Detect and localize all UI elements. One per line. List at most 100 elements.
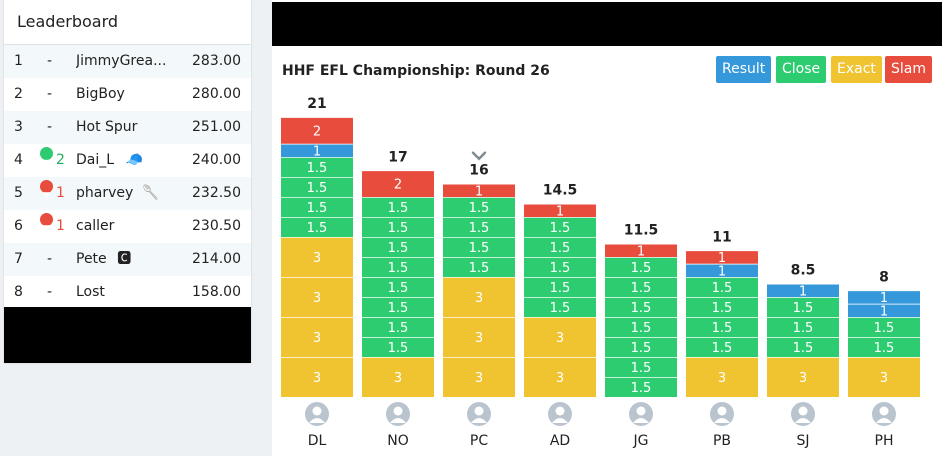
leaderboard-row[interactable]: 7 - Pete 🅲 214.00 <box>4 243 251 276</box>
avatar-body <box>876 418 892 423</box>
bar-segment-close <box>362 317 434 338</box>
player-name: caller <box>76 218 115 234</box>
player-initials: SJ <box>796 433 809 449</box>
segment-value-label: 2 <box>313 124 321 139</box>
bar-segment-exact <box>686 357 758 397</box>
total-label: 11 <box>712 229 731 245</box>
avatar-body <box>309 418 325 423</box>
segment-value-label: 1.5 <box>712 321 733 336</box>
bar-segment-close <box>281 197 353 218</box>
segment-value-label: 1.5 <box>469 221 490 236</box>
bar-segment-slam <box>362 170 434 198</box>
segment-value-label: 1.5 <box>388 221 409 236</box>
segment-value-label: 1.5 <box>550 301 571 316</box>
segment-value-label: 3 <box>799 371 807 386</box>
avatar-body <box>552 418 568 423</box>
bar-segment-close <box>362 277 434 298</box>
leaderboard-row[interactable]: 6 ▼ 1 caller 230.50 <box>4 210 251 243</box>
segment-value-label: 3 <box>556 371 564 386</box>
total-label: 8 <box>879 269 889 285</box>
bar-segment-close <box>524 257 596 278</box>
avatar-head <box>798 406 808 416</box>
close-filter-button[interactable]: Close <box>776 56 827 83</box>
leaderboard-row[interactable]: 8 - Lost 158.00 <box>4 276 251 309</box>
bar-segment-close <box>443 237 515 258</box>
avatar-head <box>636 406 646 416</box>
rank-movement: - <box>47 251 53 267</box>
player-name: Pete <box>76 251 107 267</box>
bar-segment-close <box>281 217 353 238</box>
segment-value-label: 1 <box>556 204 564 219</box>
rank-movement: - <box>47 284 53 300</box>
leaderboard-row[interactable]: 2 - BigBoy 280.00 <box>4 78 251 111</box>
segment-value-label: 1.5 <box>550 261 571 276</box>
segment-value-label: 3 <box>313 251 321 266</box>
avatar-body <box>795 418 811 423</box>
bar-segment-close <box>605 317 677 338</box>
segment-value-label: 1.5 <box>874 321 895 336</box>
avatar-head <box>393 406 403 416</box>
segment-value-label: 3 <box>556 331 564 346</box>
player-initials: JG <box>633 433 649 449</box>
avatar-head <box>879 406 889 416</box>
total-label: 17 <box>388 149 407 165</box>
avatar-body <box>390 418 406 423</box>
player-score: 158.00 <box>192 284 241 300</box>
player-score: 232.50 <box>192 185 241 201</box>
result-filter-button[interactable]: Result <box>716 56 772 83</box>
bar-segment-exact <box>281 357 353 397</box>
segment-value-label: 1 <box>799 284 807 299</box>
rank: 7 <box>14 251 23 267</box>
arrow-down-icon: ▼ <box>40 180 53 201</box>
bar-segment-close <box>524 217 596 238</box>
segment-value-label: 3 <box>394 371 402 386</box>
movement-count: 1 <box>56 218 65 234</box>
bar-segment-close <box>362 217 434 238</box>
exact-filter-button[interactable]: Exact <box>831 56 882 83</box>
captain-armband-icon: 🅲 <box>117 251 132 267</box>
bar-segment-slam <box>605 243 677 258</box>
segment-value-label: 1.5 <box>793 301 814 316</box>
rank-movement: - <box>47 53 53 69</box>
wooden-spoon-icon: 🥄 <box>142 185 160 201</box>
rank-movement: ▼ 1 <box>36 177 70 210</box>
bar-segment-result <box>686 263 758 278</box>
bar-segment-close <box>605 357 677 378</box>
segment-value-label: 1.5 <box>388 321 409 336</box>
segment-value-label: 3 <box>475 291 483 306</box>
segment-value-label: 3 <box>313 291 321 306</box>
movement-count: 1 <box>56 185 65 201</box>
segment-value-label: 3 <box>475 371 483 386</box>
bar-segment-close <box>443 257 515 278</box>
stacked-bar-chart: 33331.51.51.51.51221DL31.51.51.51.51.51.… <box>281 96 920 449</box>
player-name: Lost <box>76 284 105 300</box>
total-label: 14.5 <box>543 183 578 199</box>
bar-segment-close <box>605 297 677 318</box>
bar-segment-close <box>686 337 758 358</box>
leaderboard-row[interactable]: 5 ▼ 1 pharvey 🥄 232.50 <box>4 177 251 210</box>
segment-value-label: 1.5 <box>388 261 409 276</box>
segment-value-label: 1.5 <box>631 381 652 396</box>
leaderboard-row[interactable]: 3 - Hot Spur 251.00 <box>4 111 251 144</box>
player-score: 240.00 <box>192 152 241 168</box>
avatar-body <box>471 418 487 423</box>
segment-value-label: 1 <box>637 244 645 259</box>
slam-filter-button[interactable]: Slam <box>885 56 932 83</box>
avatar-head <box>555 406 565 416</box>
cap-icon: 🧢 <box>125 152 143 168</box>
segment-value-label: 1.5 <box>388 241 409 256</box>
player-score: 214.00 <box>192 251 241 267</box>
segment-value-label: 1.5 <box>874 341 895 356</box>
segment-value-label: 1.5 <box>550 221 571 236</box>
segment-value-label: 1.5 <box>469 241 490 256</box>
chart-panel: HHF EFL Championship: Round 26 Result Clo… <box>272 0 945 456</box>
rank-movement: - <box>47 119 53 135</box>
segment-value-label: 1.5 <box>712 281 733 296</box>
arrow-down-icon: ▼ <box>40 213 53 234</box>
bar-segment-close <box>686 317 758 338</box>
bar-segment-exact <box>281 277 353 318</box>
leaderboard-row[interactable]: 4 ▲ 2 Dai_L 🧢 240.00 <box>4 144 251 177</box>
bar-segment-close <box>605 277 677 298</box>
leaderboard-row[interactable]: 1 - JimmyGrea... 283.00 <box>4 45 251 78</box>
player-initials: PH <box>875 433 894 449</box>
